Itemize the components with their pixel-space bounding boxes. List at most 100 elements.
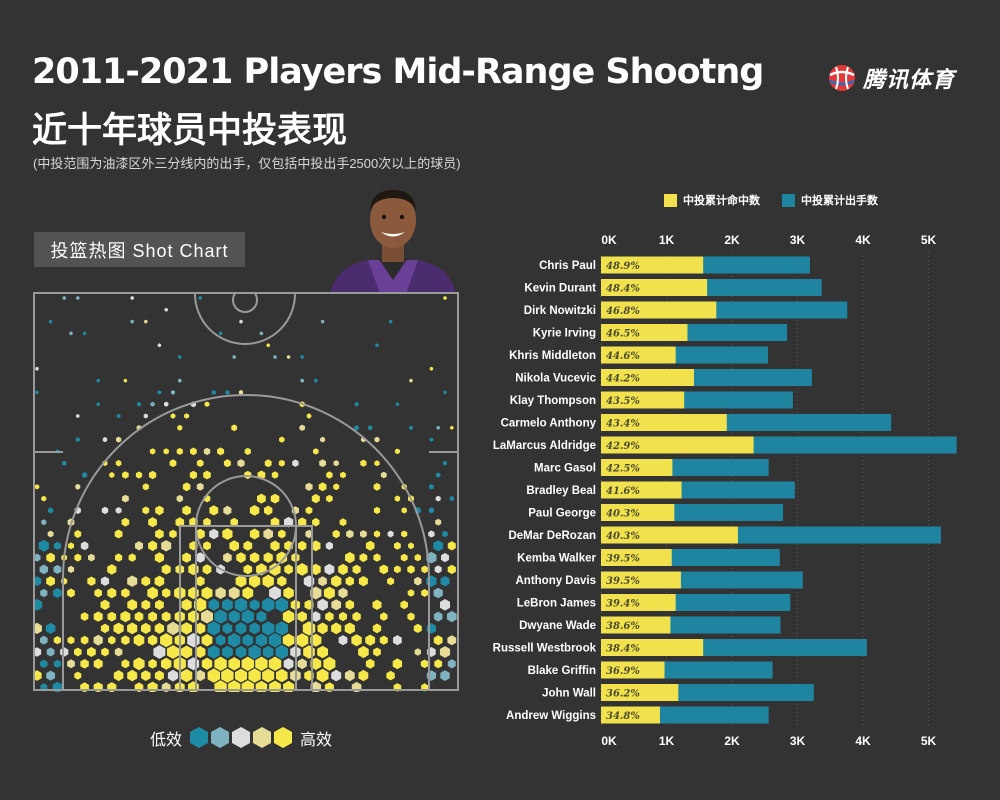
shot-hex: [133, 657, 145, 671]
player-row: 39.5% Kemba Walker: [517, 549, 780, 566]
shot-hex: [440, 670, 450, 681]
shot-hex: [292, 459, 299, 467]
bar-made: [601, 661, 665, 679]
shot-hex: [178, 355, 182, 359]
bar-made: [601, 436, 754, 454]
shot-hex: [450, 425, 454, 430]
shot-hex: [204, 401, 210, 407]
shot-hex: [33, 622, 42, 634]
shot-hex: [344, 622, 355, 635]
shot-hex: [115, 459, 122, 467]
shot-hex: [352, 564, 361, 575]
legend-made-label: 中投累计命中数: [683, 194, 760, 207]
shot-hex: [203, 541, 211, 551]
player-name-label: John Wall: [542, 688, 596, 700]
shot-hex: [207, 621, 220, 636]
shot-hex: [400, 600, 408, 610]
shot-hex: [128, 553, 136, 562]
shot-hex: [33, 576, 42, 587]
shot-hex: [313, 448, 319, 455]
shot-hex: [102, 437, 108, 443]
shot-hex: [249, 622, 260, 635]
bar-chart-legend: 中投累计命中数 中投累计出手数: [664, 192, 878, 208]
shot-hex: [421, 589, 428, 597]
legend-hex-1: [190, 727, 209, 748]
shot-hex: [284, 516, 294, 528]
x-tick-label-top: 0K: [601, 233, 617, 247]
shot-hex: [74, 671, 82, 680]
shot-hex: [435, 472, 441, 478]
bar-made: [601, 504, 675, 521]
shot-hex: [372, 623, 382, 634]
shot-hex: [331, 575, 342, 588]
shot-hex: [74, 553, 82, 562]
player-name-label: Dwyane Wade: [519, 620, 596, 632]
bar-made: [601, 346, 676, 364]
shot-hex: [407, 589, 415, 597]
shot-hex: [414, 553, 421, 562]
pct-label: 43.4%: [606, 419, 640, 430]
shot-hex: [195, 669, 206, 682]
shot-hex: [109, 472, 115, 478]
shot-hex: [167, 621, 179, 636]
shot-hex: [276, 668, 288, 683]
player-row: 46.5% Kyrie Irving: [533, 324, 788, 341]
shot-hex: [53, 636, 61, 645]
x-tick-label-bottom: 0K: [601, 734, 617, 748]
shot-hex: [164, 401, 169, 407]
shot-hex: [433, 587, 443, 599]
shot-hex: [305, 506, 313, 515]
shot-hex: [275, 644, 288, 660]
shot-hex: [440, 576, 450, 587]
shot-hex: [155, 505, 164, 516]
shot-hex: [429, 366, 434, 371]
shot-hex: [167, 645, 179, 659]
legend-made-swatch: [664, 193, 677, 207]
shot-hex: [53, 588, 62, 598]
x-tick-label-top: 1K: [659, 233, 675, 247]
pct-label: 44.6%: [606, 351, 640, 362]
shot-hex: [440, 599, 450, 611]
basketball-logo-icon: [829, 65, 855, 91]
bar-made: [601, 684, 679, 701]
shot-hex: [323, 656, 336, 671]
shot-hex: [249, 528, 260, 540]
brand-name: 腾讯体育: [863, 68, 956, 93]
player-row: 39.5% Anthony Davis: [515, 571, 803, 589]
shot-hex: [340, 471, 346, 479]
shot-hex: [263, 528, 273, 540]
shot-hex: [270, 540, 280, 552]
pct-label: 36.2%: [606, 689, 640, 700]
shot-hex: [249, 574, 261, 588]
shot-hex: [176, 494, 183, 503]
bar-made: [601, 391, 685, 409]
shot-hex: [141, 622, 151, 634]
shot-hex: [235, 575, 247, 588]
bar-made: [601, 571, 681, 589]
shot-hex: [176, 447, 183, 455]
shot-hex: [331, 599, 341, 611]
x-tick-label-top: 4K: [855, 233, 871, 247]
shot-hex: [161, 611, 171, 622]
page-subtitle: (中投范围为油漆区外三分线内的出手，仅包括中投出手2500次以上的球员): [33, 156, 461, 171]
shot-hex: [374, 436, 380, 443]
shot-hex: [360, 530, 367, 538]
shot-hex: [338, 587, 348, 599]
shot-hex: [282, 610, 295, 624]
shot-hex: [142, 483, 149, 491]
shot-hex: [100, 623, 110, 634]
shot-hex: [181, 622, 192, 635]
shot-hex: [203, 447, 211, 456]
shot-hex: [266, 343, 270, 348]
x-tick-label-bottom: 4K: [855, 734, 871, 748]
player-row: 48.9% Chris Paul: [539, 256, 810, 274]
shot-hex: [401, 530, 408, 538]
pct-label: 40.3%: [606, 531, 640, 542]
shot-hex: [299, 424, 305, 431]
shot-hex: [354, 425, 359, 431]
shot-hex: [134, 611, 144, 622]
shot-hex: [203, 470, 211, 480]
bar-made: [601, 414, 727, 431]
shot-hex: [352, 611, 361, 622]
shot-hex: [154, 575, 165, 587]
